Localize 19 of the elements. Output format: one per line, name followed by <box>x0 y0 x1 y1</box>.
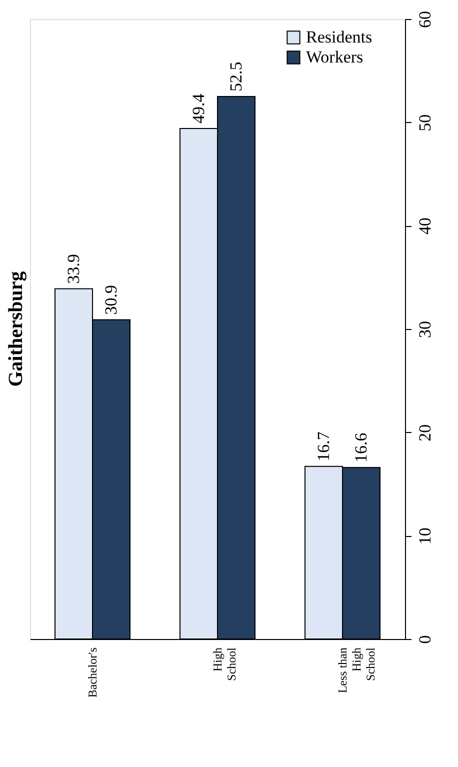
y-tick-label: 40 <box>416 218 434 235</box>
y-tick-label: 0 <box>416 635 434 644</box>
data-label: 49.4 <box>188 93 208 124</box>
data-label: 52.5 <box>226 62 246 92</box>
data-label: 33.9 <box>64 254 83 284</box>
legend-label: Workers <box>306 48 364 66</box>
data-label: 30.9 <box>101 284 120 315</box>
y-tick-label: 10 <box>416 528 434 545</box>
y-tick-label: 60 <box>416 11 434 28</box>
y-tick-label: 30 <box>416 321 434 338</box>
x-tick-label: Less than High School <box>336 646 378 694</box>
data-label: 16.6 <box>351 432 370 462</box>
x-tick-label: High School <box>210 646 238 681</box>
y-tick-label: 20 <box>416 424 434 442</box>
text: Gaithersburg <box>5 271 27 387</box>
y-tick-label: 50 <box>416 114 434 132</box>
legend-label: Residents <box>306 28 372 46</box>
x-tick-label: Bachelor's <box>86 647 100 698</box>
data-label: 16.7 <box>314 431 333 462</box>
